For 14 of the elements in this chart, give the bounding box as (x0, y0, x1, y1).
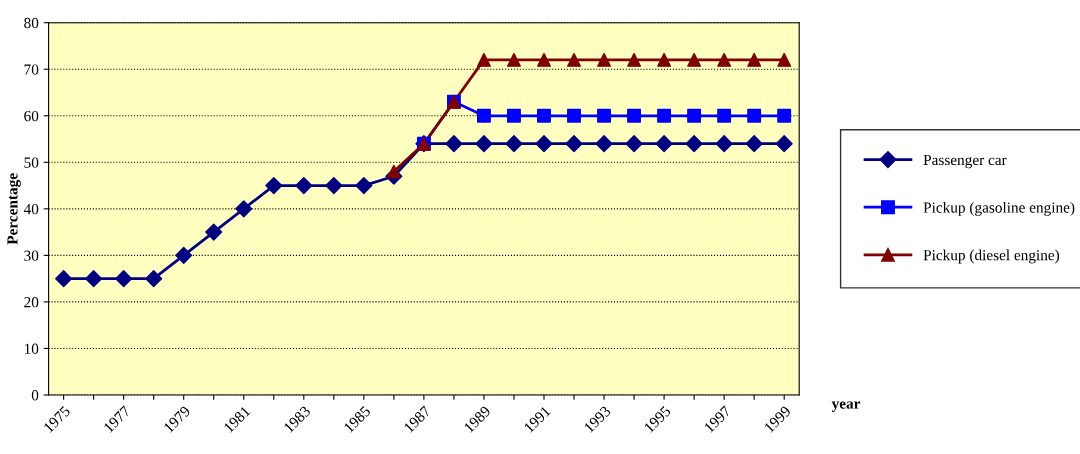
y-tick-label: 20 (24, 297, 39, 308)
legend-label: Pickup (diesel engine) (923, 249, 1060, 264)
y-tick-label: 60 (24, 110, 39, 122)
y-axis-title: Percentage (7, 173, 21, 245)
y-tick-label: 80 (24, 17, 39, 29)
y-tick-label: 50 (24, 157, 39, 168)
x-axis-title: year (831, 401, 861, 412)
legend-label: Pickup (gasoline engine) (923, 201, 1075, 216)
y-tick-label: 10 (24, 343, 39, 354)
y-tick-label: 0 (31, 390, 39, 401)
y-tick-label: 70 (24, 64, 39, 75)
y-tick-label: 40 (23, 203, 39, 215)
legend-label: Passenger car (923, 154, 1007, 169)
y-tick-label: 30 (24, 250, 39, 261)
